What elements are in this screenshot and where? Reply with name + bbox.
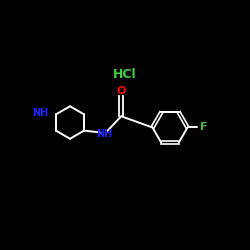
Text: HCl: HCl [113, 68, 137, 82]
Text: O: O [116, 86, 126, 96]
Text: F: F [200, 122, 207, 132]
Text: NH: NH [96, 129, 112, 139]
Text: NH: NH [32, 108, 48, 118]
